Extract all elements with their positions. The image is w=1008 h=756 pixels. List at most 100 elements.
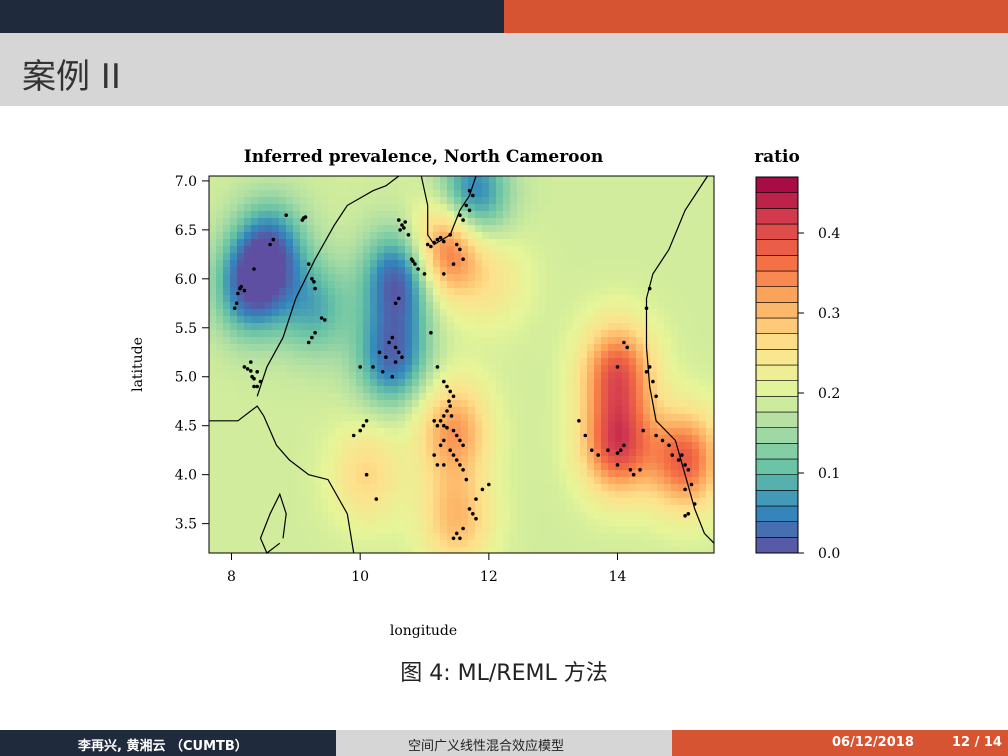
survey-point xyxy=(445,384,449,389)
survey-point xyxy=(271,237,276,242)
survey-point xyxy=(432,419,437,423)
legend-swatch xyxy=(755,474,799,491)
survey-point xyxy=(374,497,379,501)
survey-point xyxy=(638,468,642,472)
survey-point xyxy=(442,414,446,418)
footer-meta-panel: 06/12/2018 12 / 14 xyxy=(672,730,1008,756)
survey-point xyxy=(284,213,288,217)
legend-swatch xyxy=(755,176,799,193)
x-tick-label: 8 xyxy=(227,569,236,585)
survey-point xyxy=(413,262,417,266)
survey-point xyxy=(654,433,658,438)
survey-point xyxy=(361,423,366,428)
survey-point xyxy=(448,233,453,237)
survey-point xyxy=(438,419,443,423)
survey-point xyxy=(425,242,430,247)
survey-point xyxy=(448,404,453,408)
survey-point xyxy=(438,443,443,448)
survey-point xyxy=(654,394,658,399)
y-tick-label: 6.0 xyxy=(175,272,197,288)
survey-point xyxy=(577,419,581,423)
survey-point xyxy=(596,453,600,457)
survey-point xyxy=(467,188,472,193)
survey-point xyxy=(400,223,404,227)
survey-point xyxy=(245,367,250,371)
survey-point xyxy=(458,438,462,443)
survey-point xyxy=(249,369,253,373)
survey-point xyxy=(615,463,620,467)
survey-point xyxy=(312,280,316,284)
survey-point xyxy=(471,193,475,198)
legend-title: ratio xyxy=(754,147,800,167)
survey-point xyxy=(364,419,369,423)
survey-point xyxy=(239,284,243,289)
survey-point xyxy=(641,428,645,433)
survey-point xyxy=(451,453,456,457)
survey-point xyxy=(255,384,259,389)
slide-title: 案例 II xyxy=(22,57,121,97)
survey-point xyxy=(249,360,253,364)
survey-point xyxy=(397,296,401,301)
legend-tick-label: 0.1 xyxy=(818,466,840,482)
survey-point xyxy=(387,340,391,345)
survey-point xyxy=(435,365,440,369)
y-tick-label: 6.5 xyxy=(175,223,197,239)
survey-point xyxy=(358,428,362,433)
survey-point xyxy=(400,355,404,359)
survey-point xyxy=(447,399,451,404)
legend-swatch xyxy=(755,396,799,413)
survey-point xyxy=(371,365,375,369)
survey-point xyxy=(380,370,385,374)
x-tick-label: 10 xyxy=(351,569,369,585)
east-border-line xyxy=(645,175,715,544)
survey-point xyxy=(454,242,459,247)
west-border-line xyxy=(256,175,400,397)
survey-point xyxy=(448,448,453,453)
footer-authors-panel: 李再兴, 黄湘云 （CUMTB） xyxy=(0,730,336,756)
survey-point xyxy=(358,365,362,369)
survey-point xyxy=(644,306,649,310)
survey-point xyxy=(438,235,443,240)
survey-point xyxy=(411,259,415,263)
survey-point xyxy=(487,482,491,487)
y-axis-label: latitude xyxy=(130,337,146,392)
survey-point xyxy=(622,443,626,448)
survey-point xyxy=(442,239,446,244)
legend-swatch xyxy=(755,411,799,428)
legend-tick-label: 0.4 xyxy=(818,226,840,242)
survey-point xyxy=(390,335,395,340)
legend-swatch xyxy=(755,505,799,522)
survey-point xyxy=(252,267,256,271)
survey-point xyxy=(670,453,674,457)
title-bar: 案例 II xyxy=(0,33,1008,106)
survey-point xyxy=(651,379,655,384)
survey-point xyxy=(442,423,446,428)
survey-point xyxy=(323,318,327,322)
survey-point xyxy=(377,350,382,355)
survey-point xyxy=(660,438,665,443)
survey-point xyxy=(631,472,636,477)
survey-point xyxy=(615,365,620,369)
survey-point xyxy=(625,345,629,350)
survey-point xyxy=(403,220,408,224)
survey-point xyxy=(351,433,356,438)
survey-point xyxy=(306,340,311,345)
survey-point xyxy=(313,330,317,335)
y-tick-label: 5.5 xyxy=(175,321,197,337)
survey-point xyxy=(686,512,691,516)
legend-frame xyxy=(755,176,799,554)
survey-point xyxy=(384,355,388,359)
footer-page-number: 12 / 14 xyxy=(952,735,1002,750)
survey-point xyxy=(252,384,256,389)
survey-point xyxy=(422,272,427,276)
survey-point xyxy=(474,497,478,501)
survey-point xyxy=(268,242,272,247)
legend-swatch xyxy=(755,380,799,397)
survey-point xyxy=(429,244,433,249)
survey-point xyxy=(451,262,456,266)
legend-swatch xyxy=(755,333,799,350)
legend-swatch xyxy=(755,192,799,209)
survey-point xyxy=(647,286,652,291)
legend-swatch xyxy=(755,443,799,460)
legend-tick-label: 0.3 xyxy=(818,306,840,322)
